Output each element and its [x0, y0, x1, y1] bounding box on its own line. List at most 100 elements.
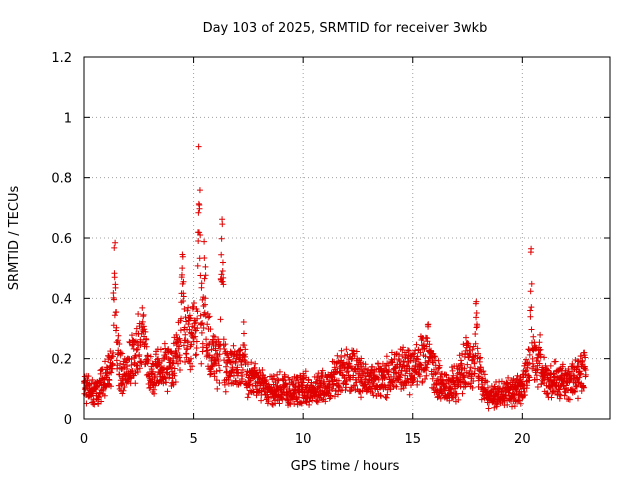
data-point	[578, 352, 585, 359]
data-point	[528, 280, 535, 287]
data-point	[425, 321, 432, 328]
data-point	[119, 390, 126, 397]
data-point	[446, 397, 453, 404]
data-point	[452, 391, 459, 398]
x-tick-label: 5	[189, 432, 197, 447]
data-point	[274, 371, 281, 378]
data-point	[193, 338, 200, 345]
data-point	[158, 363, 165, 370]
data-point	[207, 326, 214, 333]
data-point	[343, 384, 350, 391]
data-point	[577, 370, 584, 377]
data-point	[461, 374, 468, 381]
data-point	[331, 393, 338, 400]
data-point	[143, 343, 150, 350]
data-point	[503, 393, 510, 400]
data-point	[176, 335, 183, 342]
data-point	[463, 344, 470, 351]
data-point	[504, 401, 511, 408]
data-point	[388, 358, 395, 365]
data-point	[462, 351, 469, 358]
data-point	[302, 368, 309, 375]
data-point	[142, 328, 149, 335]
data-point	[197, 232, 204, 239]
y-tick-label: 0.6	[51, 232, 72, 247]
data-point	[450, 372, 457, 379]
data-point	[198, 320, 205, 327]
data-point	[101, 392, 108, 399]
data-point	[547, 362, 554, 369]
data-point	[415, 356, 422, 363]
data-point	[504, 380, 511, 387]
y-tick-labels: 0 0.2 0.4 0.6 0.8 1 1.2	[51, 51, 72, 428]
data-point	[169, 360, 176, 367]
data-point	[537, 346, 544, 353]
data-point	[219, 268, 226, 275]
data-point	[163, 379, 170, 386]
data-point	[240, 330, 247, 337]
data-point	[185, 321, 192, 328]
data-point	[348, 385, 355, 392]
data-point	[200, 324, 207, 331]
data-point	[399, 353, 406, 360]
data-point	[383, 394, 390, 401]
data-point	[98, 398, 105, 405]
data-point	[216, 367, 223, 374]
data-point	[109, 361, 116, 368]
data-point	[177, 327, 184, 334]
data-point	[480, 368, 487, 375]
data-point	[580, 384, 587, 391]
data-point	[520, 374, 527, 381]
data-point	[357, 359, 364, 366]
data-point	[178, 271, 185, 278]
data-point	[534, 376, 541, 383]
data-point	[534, 354, 541, 361]
data-point	[152, 371, 159, 378]
data-point	[199, 319, 206, 326]
data-point	[201, 275, 208, 282]
data-point	[221, 357, 228, 364]
data-point	[271, 375, 278, 382]
data-point	[171, 372, 178, 379]
data-point	[406, 391, 413, 398]
data-point	[536, 339, 543, 346]
data-point	[469, 384, 476, 391]
data-point	[191, 299, 198, 306]
data-point	[463, 334, 470, 341]
data-point	[314, 399, 321, 406]
data-point	[106, 368, 113, 375]
data-point	[475, 350, 482, 357]
data-point	[341, 352, 348, 359]
data-point	[244, 384, 251, 391]
data-point	[155, 355, 162, 362]
data-point	[453, 390, 460, 397]
data-point	[275, 377, 282, 384]
data-point	[245, 390, 252, 397]
data-point	[573, 383, 580, 390]
data-point	[170, 359, 177, 366]
x-axis-label: GPS time / hours	[291, 459, 400, 474]
data-point	[204, 347, 211, 354]
data-point	[436, 362, 443, 369]
data-point	[171, 365, 178, 372]
data-point	[415, 346, 422, 353]
x-tick-label: 10	[295, 432, 312, 447]
data-point	[157, 346, 164, 353]
data-point	[136, 365, 143, 372]
data-point	[241, 342, 248, 349]
data-point	[509, 403, 516, 410]
data-point	[215, 336, 222, 343]
data-point	[527, 307, 534, 314]
y-tick-label: 0.2	[51, 353, 72, 368]
data-point	[400, 344, 407, 351]
data-point	[102, 384, 109, 391]
data-point	[178, 315, 185, 322]
data-point	[573, 383, 580, 390]
data-point	[179, 265, 186, 272]
data-point	[197, 272, 204, 279]
data-point	[244, 394, 251, 401]
data-point	[305, 376, 312, 383]
data-point	[182, 358, 189, 365]
data-point	[576, 374, 583, 381]
data-point	[495, 390, 502, 397]
